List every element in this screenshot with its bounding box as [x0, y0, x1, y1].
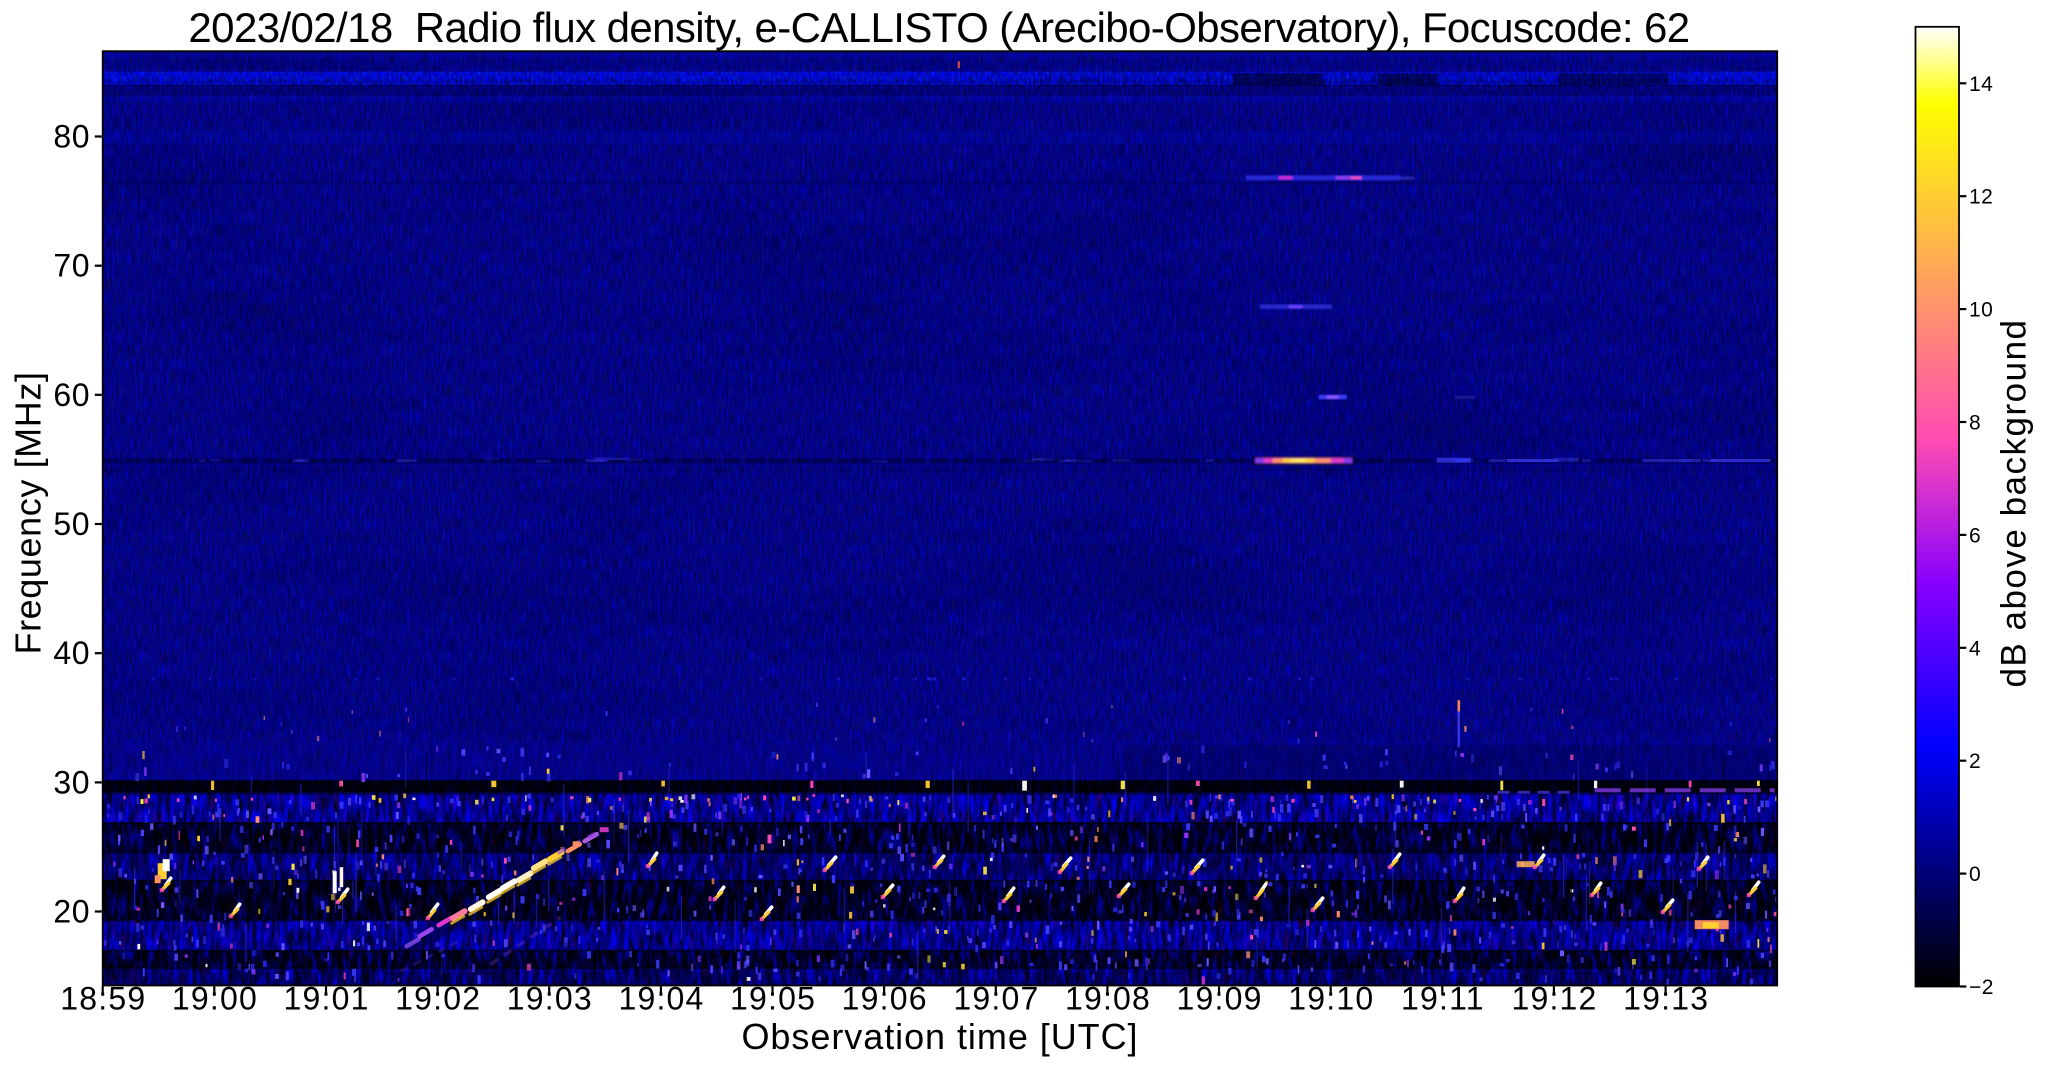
svg-text:14: 14: [1969, 73, 1993, 96]
svg-text:19:11: 19:11: [1401, 981, 1485, 1017]
svg-text:19:02: 19:02: [395, 981, 481, 1017]
svg-text:19:04: 19:04: [618, 981, 704, 1017]
svg-text:19:08: 19:08: [1065, 981, 1151, 1017]
svg-text:80: 80: [53, 119, 90, 155]
svg-text:Observation time [UTC]: Observation time [UTC]: [741, 1016, 1138, 1057]
svg-text:18:59: 18:59: [60, 981, 146, 1017]
svg-text:−2: −2: [1969, 976, 1994, 999]
svg-text:19:06: 19:06: [842, 981, 928, 1017]
svg-text:0: 0: [1969, 863, 1981, 886]
svg-text:50: 50: [53, 506, 90, 542]
svg-text:2: 2: [1969, 750, 1981, 773]
svg-text:10: 10: [1969, 299, 1993, 322]
svg-text:19:12: 19:12: [1511, 981, 1597, 1017]
svg-text:8: 8: [1969, 412, 1981, 435]
svg-text:19:01: 19:01: [284, 981, 370, 1017]
svg-text:20: 20: [53, 894, 90, 930]
svg-text:19:10: 19:10: [1288, 981, 1374, 1017]
svg-text:70: 70: [53, 248, 90, 284]
svg-text:19:09: 19:09: [1177, 981, 1263, 1017]
svg-text:Frequency [MHz]: Frequency [MHz]: [7, 371, 48, 654]
svg-text:19:00: 19:00: [172, 981, 258, 1017]
svg-text:19:05: 19:05: [730, 981, 816, 1017]
svg-text:19:03: 19:03: [507, 981, 593, 1017]
svg-text:6: 6: [1969, 524, 1981, 547]
svg-text:12: 12: [1969, 186, 1993, 209]
svg-text:30: 30: [53, 764, 90, 800]
svg-text:40: 40: [53, 635, 90, 671]
svg-text:4: 4: [1969, 637, 1981, 660]
svg-text:19:07: 19:07: [953, 981, 1039, 1017]
svg-text:19:13: 19:13: [1623, 981, 1709, 1017]
svg-text:dB above background: dB above background: [1995, 318, 2034, 687]
svg-text:2023/02/18 Radio flux density: 2023/02/18 Radio flux density, e-CALLIST…: [188, 4, 1689, 51]
svg-text:60: 60: [53, 377, 90, 413]
